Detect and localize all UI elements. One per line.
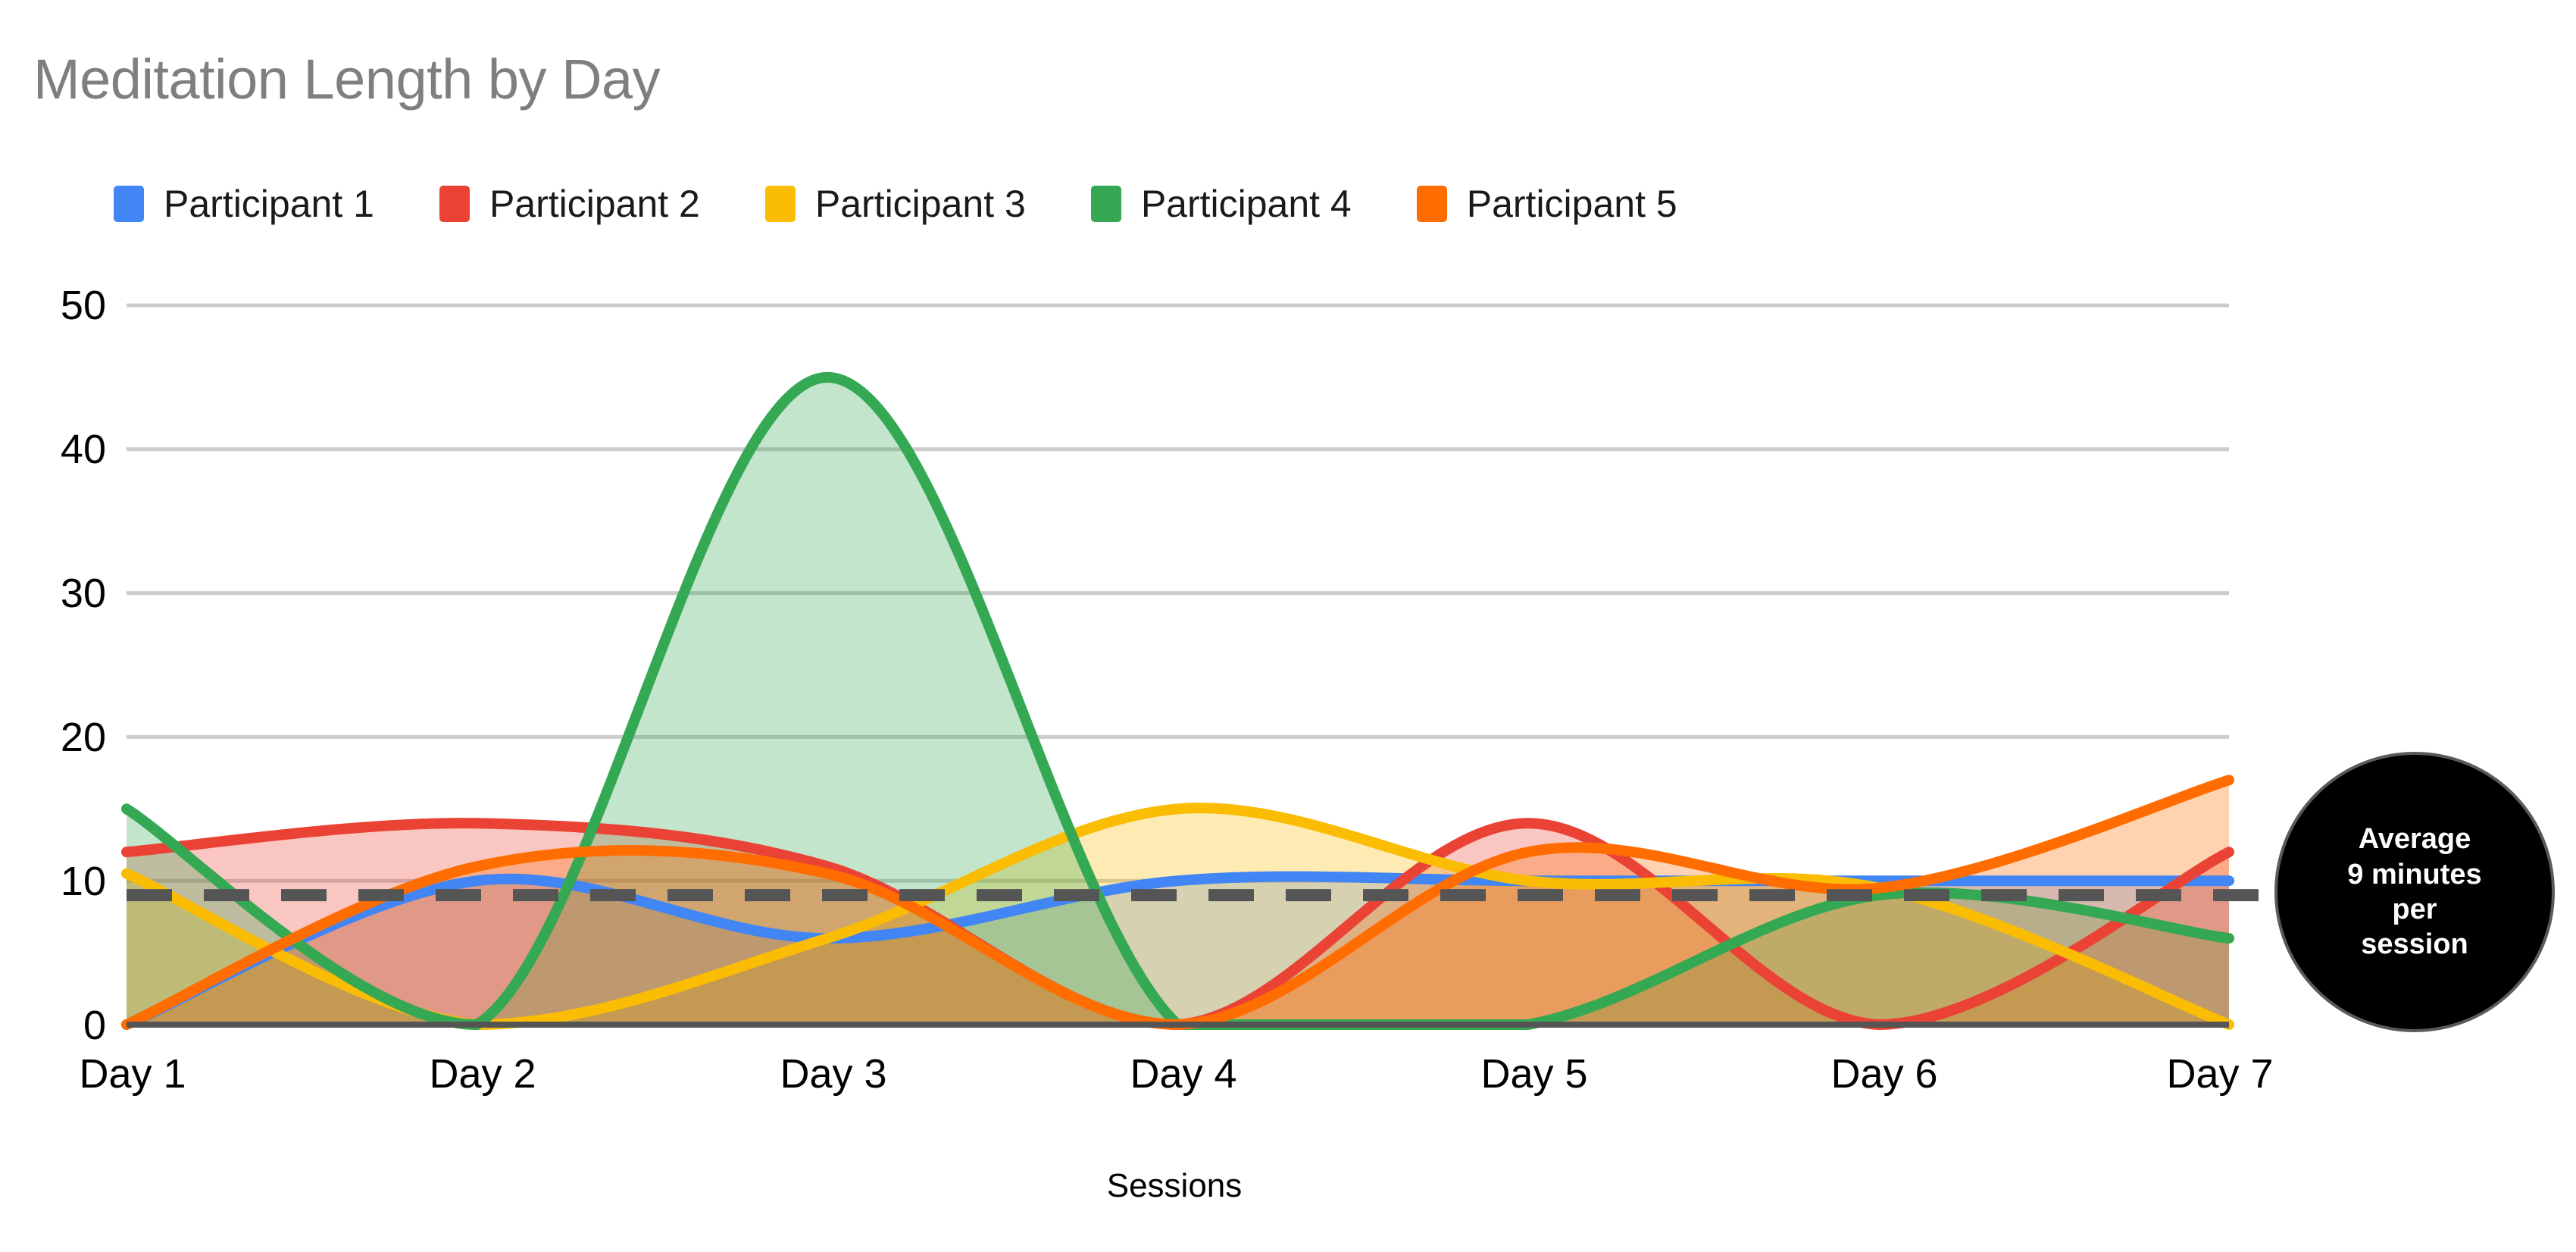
legend-swatch-icon bbox=[439, 186, 470, 222]
legend-label: Participant 2 bbox=[489, 183, 700, 225]
series-area-4 bbox=[127, 377, 2229, 1025]
y-tick-30: 30 bbox=[60, 571, 106, 616]
legend-swatch-icon bbox=[1090, 186, 1121, 222]
annotation-line-4: session bbox=[2361, 928, 2468, 961]
legend-label: Participant 4 bbox=[1140, 183, 1352, 225]
average-annotation-text: Average 9 minutes per session bbox=[2327, 822, 2501, 962]
average-annotation-bubble[interactable]: Average 9 minutes per session bbox=[2274, 752, 2555, 1032]
x-tick-day-1: Day 1 bbox=[79, 1051, 186, 1097]
y-tick-10: 10 bbox=[60, 859, 106, 904]
annotation-line-2: 9 minutes bbox=[2347, 858, 2482, 890]
y-tick-0: 0 bbox=[83, 1003, 106, 1048]
series-line-1[interactable] bbox=[121, 871, 2234, 1030]
legend-label: Participant 5 bbox=[1466, 183, 1677, 225]
x-tick-day-4: Day 4 bbox=[1130, 1051, 1237, 1097]
y-tick-40: 40 bbox=[60, 427, 106, 472]
legend-item-participant-2[interactable]: Participant 2 bbox=[439, 182, 700, 226]
series-area-3 bbox=[127, 808, 2229, 1025]
series-areas bbox=[127, 377, 2229, 1025]
x-tick-day-5: Day 5 bbox=[1480, 1051, 1588, 1097]
x-tick-day-6: Day 6 bbox=[1830, 1051, 1938, 1097]
legend-item-participant-1[interactable]: Participant 1 bbox=[114, 182, 374, 226]
legend-swatch-icon bbox=[764, 186, 796, 222]
series-line-4[interactable] bbox=[121, 371, 2234, 1031]
x-tick-day-3: Day 3 bbox=[780, 1051, 887, 1097]
legend-item-participant-3[interactable]: Participant 3 bbox=[764, 182, 1026, 226]
x-tick-day-7: Day 7 bbox=[2166, 1051, 2274, 1097]
y-tick-50: 50 bbox=[60, 283, 106, 328]
x-axis-title: Sessions bbox=[1106, 1167, 1243, 1204]
y-tick-20: 20 bbox=[60, 715, 106, 760]
page-title: Meditation Length by Day bbox=[33, 48, 661, 111]
legend-swatch-icon bbox=[1416, 186, 1447, 222]
legend-label: Participant 3 bbox=[814, 183, 1026, 225]
chart-legend: Participant 1 Participant 2 Participant … bbox=[114, 182, 1743, 226]
series-area-5 bbox=[127, 780, 2229, 1025]
legend-swatch-icon bbox=[114, 186, 144, 222]
annotation-line-1: Average bbox=[2358, 823, 2471, 856]
legend-item-participant-4[interactable]: Participant 4 bbox=[1090, 182, 1352, 226]
annotation-line-3: per bbox=[2392, 894, 2437, 925]
x-tick-day-2: Day 2 bbox=[429, 1051, 536, 1097]
series-area-2 bbox=[127, 823, 2229, 1025]
series-area-1 bbox=[127, 876, 2229, 1025]
legend-label: Participant 1 bbox=[164, 183, 374, 225]
legend-item-participant-5[interactable]: Participant 5 bbox=[1416, 182, 1677, 226]
gridlines bbox=[127, 303, 2229, 883]
